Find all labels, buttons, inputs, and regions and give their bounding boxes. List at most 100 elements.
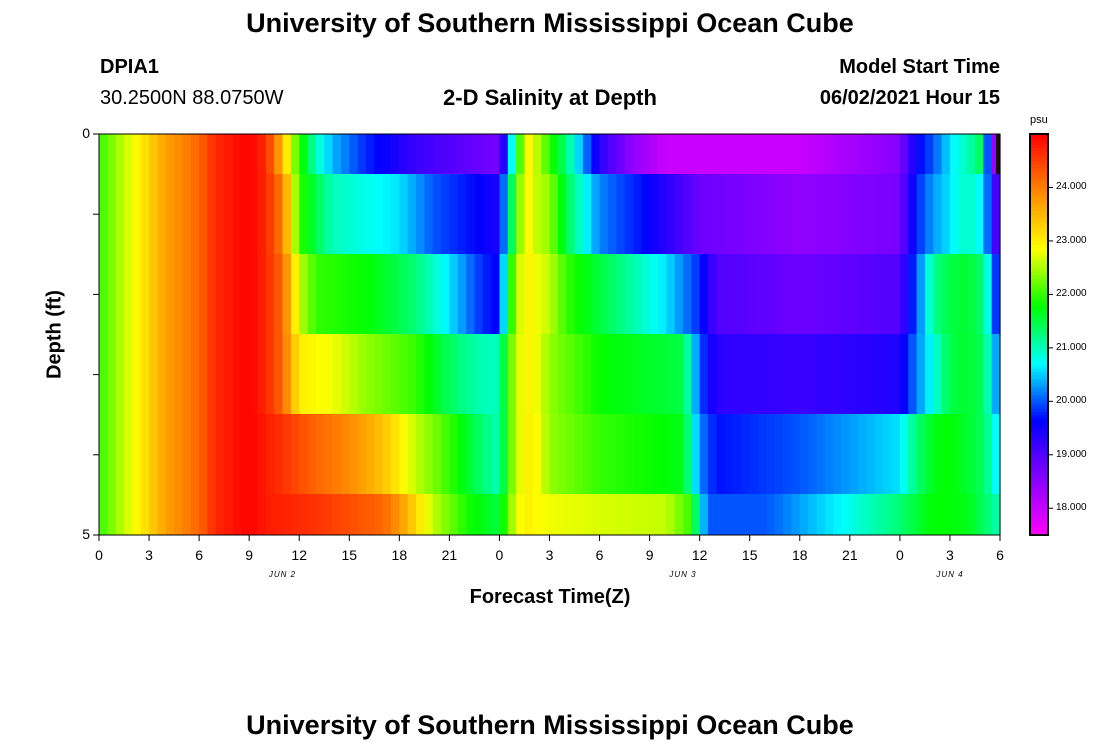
heatmap-cell xyxy=(132,254,142,335)
heatmap-cell xyxy=(424,414,434,495)
x-axis-ticks xyxy=(98,535,1001,541)
heatmap-cell xyxy=(99,254,108,335)
colorbar-segment xyxy=(1030,354,1048,359)
colorbar-segment xyxy=(1030,498,1048,503)
heatmap-cell xyxy=(149,414,158,495)
heatmap-cell xyxy=(149,254,158,335)
colorbar-segment xyxy=(1030,220,1048,225)
heatmap-cell xyxy=(290,134,300,175)
heatmap-cell xyxy=(866,334,876,415)
heatmap-cell xyxy=(340,254,350,335)
heatmap-cell xyxy=(749,254,759,335)
heatmap-cell xyxy=(140,174,150,255)
heatmap-cell xyxy=(783,414,793,495)
heatmap-cell xyxy=(541,254,551,335)
x-date-label: JUN 4 xyxy=(936,570,964,579)
heatmap-cell xyxy=(115,254,125,335)
heatmap-cell xyxy=(791,174,801,255)
heatmap-cell xyxy=(841,414,851,495)
heatmap-cell xyxy=(332,254,342,335)
heatmap-cell xyxy=(866,254,876,335)
heatmap-cell xyxy=(215,174,225,255)
heatmap-cell xyxy=(265,254,275,335)
heatmap-cell xyxy=(199,414,209,495)
heatmap-cell xyxy=(774,174,784,255)
heatmap-cell xyxy=(474,254,484,335)
heatmap-cell xyxy=(816,334,826,415)
heatmap-cell xyxy=(682,494,692,536)
heatmap-cell xyxy=(849,494,859,536)
heatmap-cell xyxy=(507,254,517,335)
heatmap-cell xyxy=(149,174,158,255)
heatmap-cell xyxy=(849,174,859,255)
heatmap-cell xyxy=(566,254,576,335)
heatmap-cell xyxy=(365,134,375,175)
heatmap-cell xyxy=(866,174,876,255)
colorbar-tick-label: 24.000 xyxy=(1056,181,1087,193)
heatmap-cell xyxy=(641,134,651,175)
heatmap-cell xyxy=(382,494,392,536)
heatmap-cell xyxy=(524,494,534,536)
heatmap-cell xyxy=(733,174,742,255)
heatmap-cell xyxy=(299,494,309,536)
heatmap-cell xyxy=(182,414,192,495)
heatmap-cell xyxy=(958,334,968,415)
heatmap-cell xyxy=(682,334,692,415)
heatmap-cell xyxy=(257,494,267,536)
heatmap-cell xyxy=(641,334,651,415)
heatmap-cell xyxy=(357,174,367,255)
heatmap-cell xyxy=(532,174,542,255)
heatmap-cell xyxy=(441,334,450,415)
heatmap-cell xyxy=(874,414,884,495)
heatmap-cell xyxy=(657,134,667,175)
heatmap-cell xyxy=(357,134,367,175)
heatmap-cell xyxy=(557,254,567,335)
heatmap-cell xyxy=(841,334,851,415)
heatmap-cell xyxy=(315,414,325,495)
heatmap-cell xyxy=(332,494,342,536)
heatmap-cell xyxy=(908,254,918,335)
colorbar-segment xyxy=(1030,314,1048,319)
heatmap-cell xyxy=(340,134,350,175)
heatmap-cell xyxy=(749,134,759,175)
heatmap-cell xyxy=(507,414,517,495)
heatmap-cell xyxy=(766,414,776,495)
heatmap-cell xyxy=(482,414,492,495)
colorbar-segment xyxy=(1030,331,1048,336)
heatmap-cell xyxy=(157,134,167,175)
heatmap-cell xyxy=(724,414,734,495)
heatmap-cell xyxy=(632,334,642,415)
x-tick-label: 18 xyxy=(791,547,808,563)
heatmap-cell xyxy=(557,414,567,495)
heatmap-cell xyxy=(632,134,642,175)
page-title: University of Southern Mississippi Ocean… xyxy=(246,8,854,38)
heatmap-cell xyxy=(758,254,767,335)
heatmap-cells xyxy=(99,134,1001,536)
heatmap-cell xyxy=(474,334,484,415)
heatmap-cell xyxy=(282,174,292,255)
heatmap-cell xyxy=(274,414,284,495)
colorbar-segment xyxy=(1030,160,1048,165)
heatmap-cell xyxy=(607,174,617,255)
colorbar-segment xyxy=(1030,401,1048,406)
colorbar-segment xyxy=(1030,177,1048,182)
heatmap-cell xyxy=(808,414,818,495)
heatmap-cell xyxy=(716,254,726,335)
heatmap-cell xyxy=(666,334,676,415)
heatmap-cell xyxy=(265,134,275,175)
heatmap-cell xyxy=(933,494,943,536)
heatmap-cell xyxy=(958,254,968,335)
heatmap-cell xyxy=(716,134,726,175)
x-tick-label: 3 xyxy=(545,547,554,563)
heatmap-cell xyxy=(107,334,117,415)
heatmap-cell xyxy=(482,134,492,175)
heatmap-cell xyxy=(441,414,450,495)
heatmap-cell xyxy=(357,254,367,335)
heatmap-cell xyxy=(157,174,167,255)
heatmap-cell xyxy=(474,134,484,175)
colorbar-segment xyxy=(1030,317,1048,322)
heatmap-cell xyxy=(349,254,359,335)
heatmap-cell xyxy=(324,414,334,495)
heatmap-cell xyxy=(132,414,142,495)
heatmap-cell xyxy=(299,334,309,415)
